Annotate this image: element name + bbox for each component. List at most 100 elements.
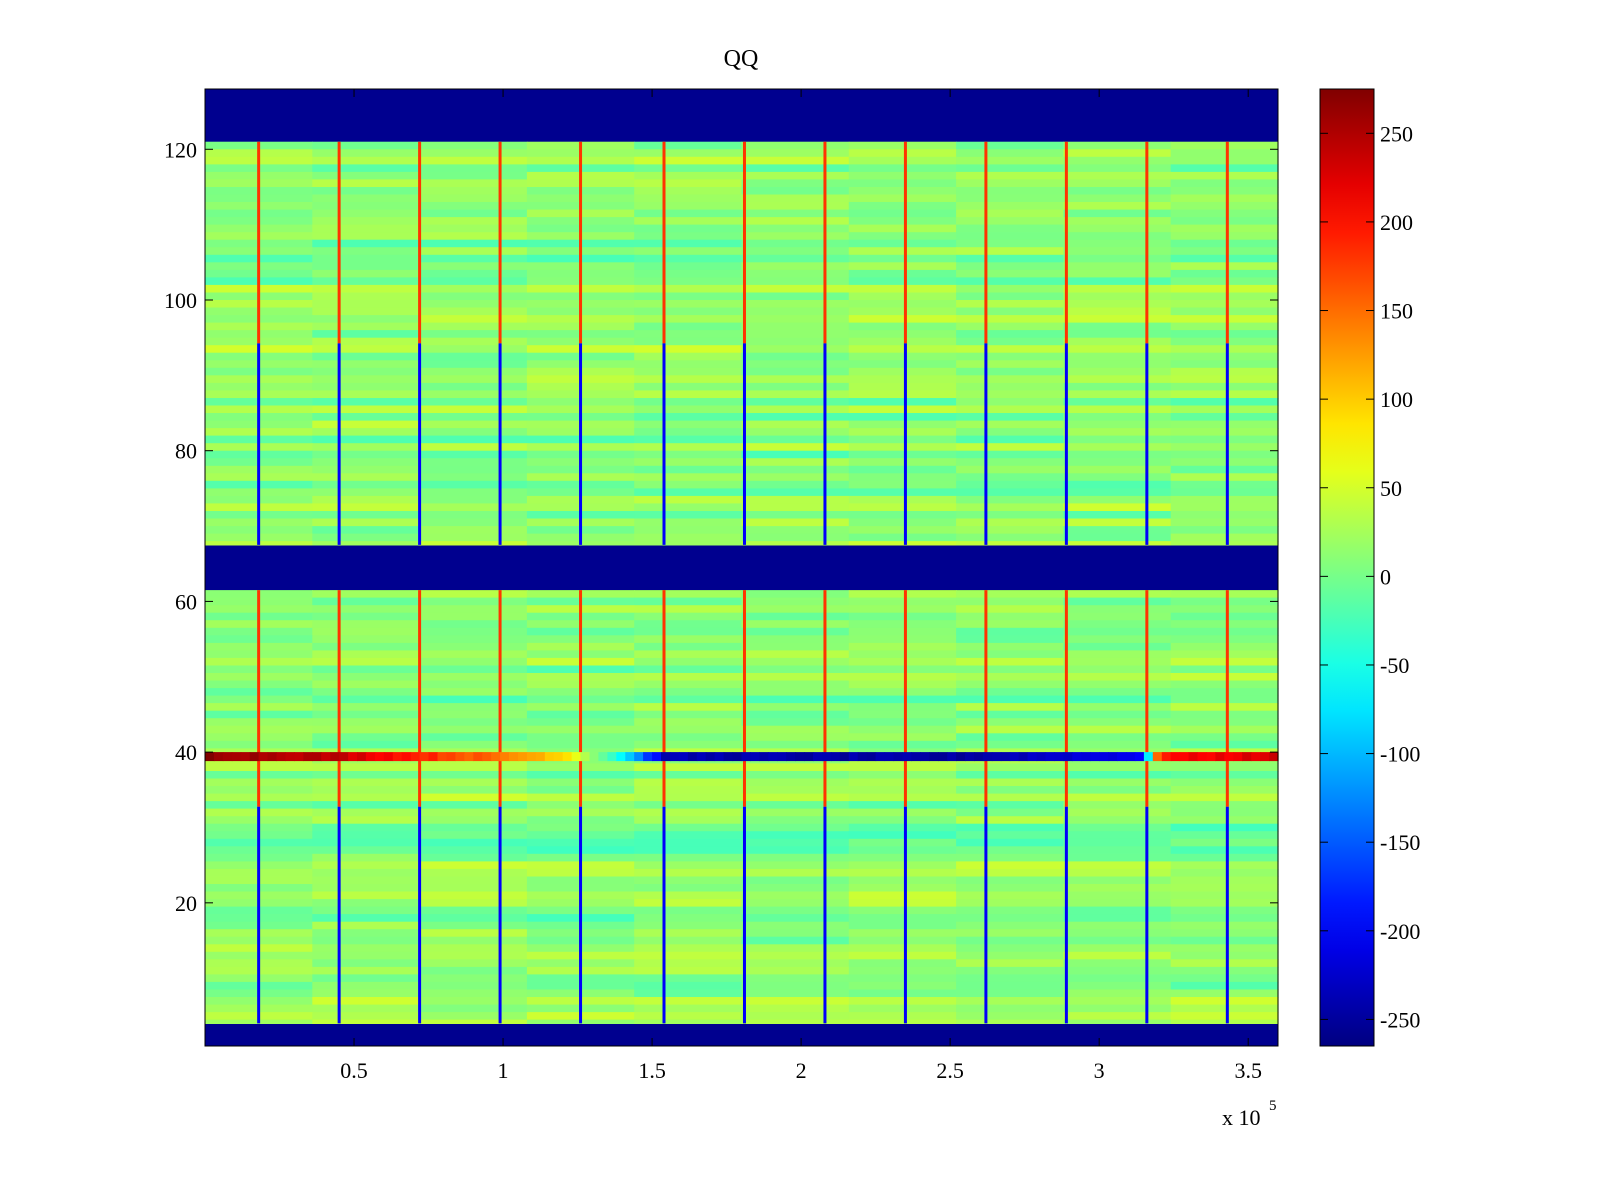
heatmap-cell: [1170, 612, 1279, 621]
heatmap-cell: [419, 375, 528, 384]
strong-line-segment: [213, 752, 224, 762]
heatmap-cell: [1063, 209, 1172, 218]
heatmap-cell: [848, 771, 957, 780]
heatmap-cell: [956, 307, 1064, 316]
strong-line-segment: [294, 752, 304, 762]
strong-line-segment: [839, 752, 850, 762]
heatmap-cell: [848, 884, 957, 893]
heatmap-cell: [312, 786, 421, 795]
heatmap-cell: [956, 876, 1064, 885]
heatmap-cell: [1063, 284, 1172, 293]
heatmap-cell: [956, 533, 1064, 542]
heatmap-cell: [956, 149, 1064, 158]
heatmap-cell: [312, 642, 421, 651]
heatmap-cell: [312, 322, 421, 331]
heatmap-cell: [419, 914, 528, 923]
heatmap-cell: [1063, 808, 1172, 817]
heatmap-cell: [848, 597, 957, 606]
heatmap-cell: [956, 823, 1064, 832]
heatmap-cell: [741, 944, 850, 953]
heatmap-cell: [1170, 771, 1279, 780]
heatmap-cell: [741, 590, 850, 599]
heatmap-cell: [419, 420, 528, 429]
strong-line-segment: [500, 752, 510, 762]
strong-line-segment: [1045, 752, 1055, 762]
heatmap-cell: [1170, 673, 1279, 682]
heatmap-cell: [848, 428, 957, 437]
heatmap-cell: [741, 262, 850, 271]
heatmap-cell: [1170, 315, 1279, 324]
heatmap-cell: [741, 620, 850, 629]
heatmap-cell: [634, 511, 743, 520]
strong-line-segment: [929, 752, 939, 762]
heatmap-cell: [848, 239, 957, 248]
strong-line-segment: [240, 752, 251, 762]
heatmap-cell: [956, 352, 1064, 361]
strong-line-segment: [1224, 752, 1234, 762]
heatmap-cell: [1063, 718, 1172, 727]
heatmap-cell: [419, 695, 528, 704]
heatmap-cell: [956, 156, 1064, 165]
heatmap-cell: [1170, 597, 1279, 606]
heatmap-cell: [312, 710, 421, 719]
heatmap-cell: [312, 495, 421, 504]
strong-line-segment: [607, 752, 617, 762]
heatmap-cell: [1063, 605, 1172, 614]
heatmap-cell: [634, 793, 743, 802]
heatmap-cell: [741, 861, 850, 870]
heatmap-cell: [848, 156, 957, 165]
heatmap-cell: [848, 511, 957, 520]
heatmap-cell: [1170, 733, 1279, 742]
heatmap-cell: [419, 853, 528, 862]
heatmap-cell: [848, 823, 957, 832]
colorbar-tick-label: -100: [1380, 742, 1420, 767]
heatmap-cell: [1063, 224, 1172, 233]
heatmap-cell: [419, 816, 528, 825]
heatmap-cell: [956, 861, 1064, 870]
strong-line-segment: [1152, 752, 1163, 762]
heatmap-cell: [419, 307, 528, 316]
heatmap-cell: [741, 435, 850, 444]
colorbar-tick-label: 200: [1380, 210, 1413, 235]
heatmap-cell: [634, 292, 743, 301]
heatmap-cell: [419, 247, 528, 256]
heatmap-cell: [1170, 853, 1279, 862]
heatmap-cell: [741, 989, 850, 998]
heatmap-cell: [956, 435, 1064, 444]
heatmap-cell: [956, 944, 1064, 953]
strong-line-segment: [526, 752, 537, 762]
heatmap-cell: [741, 375, 850, 384]
heatmap-cell: [1170, 526, 1279, 535]
heatmap-cell: [1063, 495, 1172, 504]
heatmap-cell: [312, 921, 421, 930]
heatmap-cell: [312, 435, 421, 444]
heatmap-cell: [1170, 884, 1279, 893]
strong-line-segment: [947, 752, 957, 762]
heatmap-cell: [848, 1012, 957, 1021]
heatmap-cell: [312, 703, 421, 712]
heatmap-cell: [1063, 740, 1172, 749]
heatmap-cell: [1063, 367, 1172, 376]
heatmap-cell: [1063, 217, 1172, 226]
heatmap-cell: [419, 740, 528, 749]
heatmap-cell: [419, 533, 528, 542]
heatmap-cell: [956, 300, 1064, 309]
strong-line-segment: [330, 752, 340, 762]
strong-line-segment: [884, 752, 895, 762]
heatmap-cell: [848, 703, 957, 712]
heatmap-cell: [956, 665, 1064, 674]
heatmap-cell: [1170, 823, 1279, 832]
heatmap-cell: [634, 443, 743, 452]
heatmap-cell: [848, 390, 957, 399]
heatmap-cell: [1063, 914, 1172, 923]
heatmap-cell: [956, 650, 1064, 659]
strong-line-segment: [1063, 752, 1073, 762]
heatmap-cell: [741, 605, 850, 614]
heatmap-cell: [741, 315, 850, 324]
heatmap-cell: [634, 315, 743, 324]
heatmap-cell: [1063, 793, 1172, 802]
heatmap-cell: [312, 808, 421, 817]
heatmap-cell: [1170, 951, 1279, 960]
heatmap-cell: [1063, 929, 1172, 938]
heatmap-cell: [419, 277, 528, 286]
